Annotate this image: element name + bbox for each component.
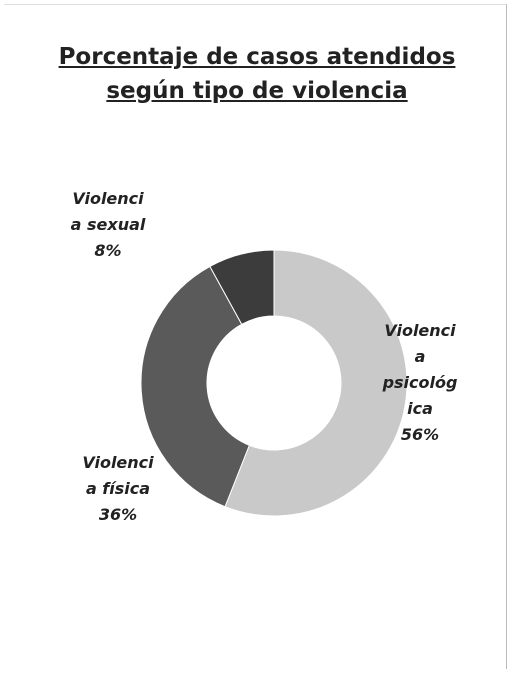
category-label: Violencia psicológica: [382, 321, 458, 418]
donut-segment: [140, 265, 250, 508]
data-label: Violencia psicológica 56%: [370, 318, 470, 448]
category-label: Violencia física: [82, 453, 154, 498]
data-label: Violencia sexual 8%: [58, 186, 158, 264]
donut-segment: [224, 249, 408, 517]
frame: [4, 4, 507, 669]
chart-title: Porcentaje de casos atendidos: [58, 44, 456, 70]
value-label: 56%: [400, 425, 440, 444]
data-label: Violencia física 36%: [68, 450, 168, 528]
donut-segment: [209, 249, 275, 325]
category-label: Violencia sexual: [70, 189, 146, 234]
chart-title: según tipo de violencia: [106, 78, 408, 104]
value-label: 36%: [98, 505, 138, 524]
value-label: 8%: [94, 241, 122, 260]
